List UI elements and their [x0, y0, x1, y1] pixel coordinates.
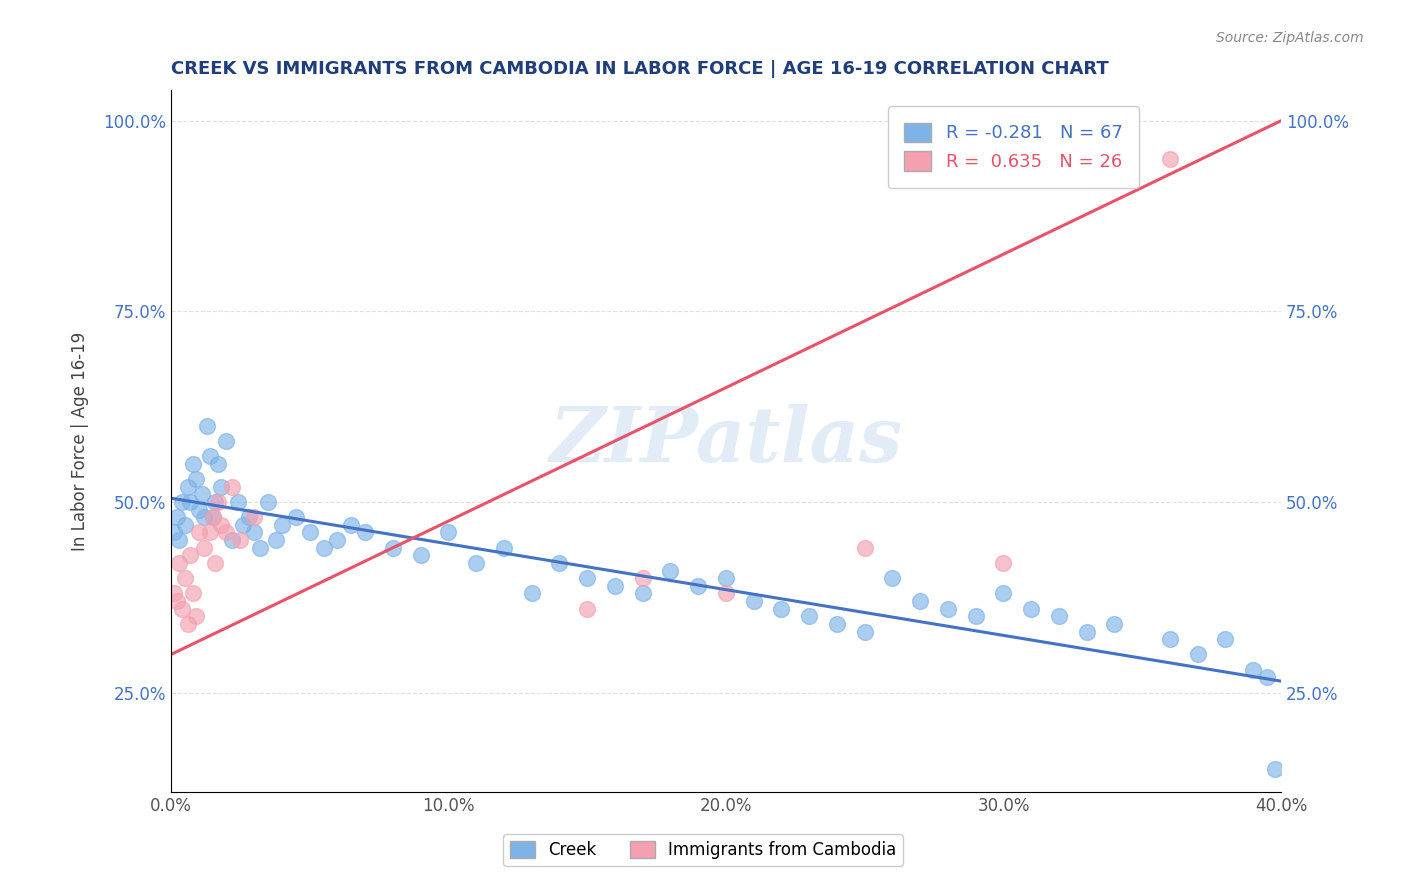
Point — [238, 510, 260, 524]
Point — [163, 525, 186, 540]
Point — [409, 549, 432, 563]
Point — [163, 586, 186, 600]
Point — [215, 434, 238, 448]
Point — [209, 480, 232, 494]
Point — [326, 533, 349, 547]
Point — [298, 525, 321, 540]
Point — [354, 525, 377, 540]
Point — [221, 480, 243, 494]
Point — [184, 472, 207, 486]
Text: ZIPatlas: ZIPatlas — [550, 404, 903, 478]
Point — [1264, 762, 1286, 776]
Point — [714, 571, 737, 585]
Point — [176, 480, 198, 494]
Point — [284, 510, 307, 524]
Point — [271, 517, 294, 532]
Point — [882, 571, 904, 585]
Point — [257, 495, 280, 509]
Point — [204, 556, 226, 570]
Y-axis label: In Labor Force | Age 16-19: In Labor Force | Age 16-19 — [72, 331, 89, 550]
Point — [1047, 609, 1070, 624]
Point — [198, 449, 221, 463]
Text: Source: ZipAtlas.com: Source: ZipAtlas.com — [1216, 31, 1364, 45]
Point — [659, 564, 682, 578]
Point — [209, 517, 232, 532]
Point — [1104, 617, 1126, 632]
Point — [603, 579, 626, 593]
Point — [187, 525, 209, 540]
Point — [266, 533, 288, 547]
Point — [193, 541, 215, 555]
Point — [184, 609, 207, 624]
Point — [520, 586, 543, 600]
Point — [631, 571, 654, 585]
Point — [576, 601, 599, 615]
Point — [853, 624, 876, 639]
Point — [190, 487, 212, 501]
Point — [204, 495, 226, 509]
Point — [382, 541, 405, 555]
Point — [548, 556, 571, 570]
Point — [215, 525, 238, 540]
Point — [799, 609, 821, 624]
Point — [169, 556, 191, 570]
Point — [229, 533, 252, 547]
Point — [714, 586, 737, 600]
Point — [993, 556, 1015, 570]
Point — [1241, 663, 1264, 677]
Point — [176, 617, 198, 632]
Point — [908, 594, 931, 608]
Point — [207, 457, 229, 471]
Point — [1215, 632, 1237, 647]
Point — [993, 586, 1015, 600]
Point — [179, 549, 201, 563]
Point — [173, 571, 195, 585]
Point — [181, 586, 204, 600]
Point — [166, 510, 188, 524]
Point — [1019, 601, 1042, 615]
Point — [742, 594, 765, 608]
Point — [1159, 152, 1181, 166]
Point — [198, 525, 221, 540]
Point — [825, 617, 848, 632]
Point — [1159, 632, 1181, 647]
Point — [243, 525, 266, 540]
Point — [492, 541, 515, 555]
Point — [172, 601, 194, 615]
Point — [936, 601, 959, 615]
Point — [1256, 670, 1278, 684]
Point — [312, 541, 335, 555]
Point — [187, 502, 209, 516]
Point — [201, 510, 224, 524]
Point — [1187, 648, 1209, 662]
Point — [173, 517, 195, 532]
Point — [166, 594, 188, 608]
Point — [465, 556, 488, 570]
Point — [965, 609, 987, 624]
Point — [1076, 624, 1098, 639]
Point — [201, 510, 224, 524]
Point — [226, 495, 249, 509]
Point — [179, 495, 201, 509]
Point — [181, 457, 204, 471]
Point — [193, 510, 215, 524]
Legend: Creek, Immigrants from Cambodia: Creek, Immigrants from Cambodia — [503, 834, 903, 866]
Point — [631, 586, 654, 600]
Point — [249, 541, 271, 555]
Point — [853, 541, 876, 555]
Point — [221, 533, 243, 547]
Point — [437, 525, 460, 540]
Text: CREEK VS IMMIGRANTS FROM CAMBODIA IN LABOR FORCE | AGE 16-19 CORRELATION CHART: CREEK VS IMMIGRANTS FROM CAMBODIA IN LAB… — [172, 60, 1109, 78]
Point — [340, 517, 363, 532]
Point — [688, 579, 710, 593]
Point — [207, 495, 229, 509]
Point — [169, 533, 191, 547]
Legend: R = -0.281   N = 67, R =  0.635   N = 26: R = -0.281 N = 67, R = 0.635 N = 26 — [887, 106, 1139, 187]
Point — [172, 495, 194, 509]
Point — [576, 571, 599, 585]
Point — [770, 601, 793, 615]
Point — [243, 510, 266, 524]
Point — [195, 418, 218, 433]
Point — [232, 517, 254, 532]
